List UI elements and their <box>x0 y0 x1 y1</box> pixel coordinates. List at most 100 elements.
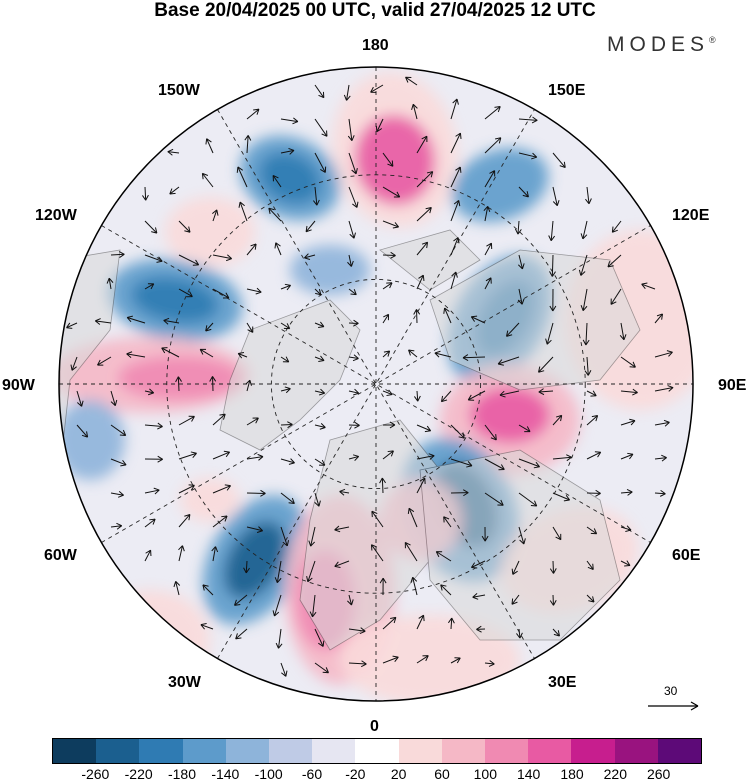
wind-arrow <box>126 351 146 359</box>
wind-arrow <box>450 424 465 439</box>
wind-arrow <box>94 318 112 325</box>
wind-arrow <box>467 390 486 401</box>
wind-arrow <box>280 662 288 677</box>
colorbar-swatch <box>441 739 486 763</box>
colorbar-swatch <box>398 739 442 763</box>
colorbar-tick-label: -60 <box>301 766 323 782</box>
wind-arrow <box>382 350 391 358</box>
wind-arrow <box>552 152 566 169</box>
graticule <box>59 67 693 701</box>
wind-arrow <box>416 614 425 630</box>
lon-label-150e: 150E <box>548 82 586 99</box>
wind-vectors <box>66 76 674 677</box>
wind-arrow <box>234 594 248 606</box>
wind-arrow <box>586 489 601 497</box>
wind-arrow <box>245 379 252 392</box>
wind-arrow <box>620 388 638 396</box>
wind-arrow <box>484 137 502 154</box>
wind-arrow <box>370 544 384 562</box>
wind-arrow <box>314 423 326 430</box>
wind-arrow <box>280 421 293 429</box>
wind-arrow <box>76 390 84 407</box>
lon-label-120e: 120E <box>672 207 710 224</box>
wind-arrow <box>212 484 231 494</box>
wind-arrow <box>447 617 455 630</box>
wind-arrow <box>620 560 631 567</box>
wind-arrow <box>407 507 418 528</box>
wind-arrow <box>610 288 622 305</box>
lon-label-180: 180 <box>362 37 389 54</box>
colorbar-tick-label: -220 <box>124 766 153 782</box>
wind-arrow <box>212 450 231 460</box>
wind-arrow <box>237 352 248 359</box>
wind-arrow <box>620 418 636 426</box>
wind-arrow <box>379 577 387 596</box>
wind-arrow <box>348 421 360 429</box>
wind-arrow <box>450 271 458 290</box>
reference-vector <box>648 701 699 711</box>
wind-arrow <box>70 356 78 371</box>
wind-arrow <box>275 628 283 649</box>
wind-arrow <box>348 388 360 396</box>
wind-arrow <box>382 450 394 460</box>
wind-arrow <box>280 147 295 155</box>
wind-arrow <box>178 514 191 528</box>
wind-arrow <box>413 309 421 324</box>
wind-arrow <box>382 389 393 397</box>
wind-arrow <box>371 510 384 528</box>
wind-arrow <box>416 171 434 188</box>
wind-arrow <box>434 350 452 358</box>
wind-arrow <box>304 253 316 260</box>
wind-arrow <box>314 628 325 647</box>
wind-arrow <box>471 560 486 569</box>
colorbar-swatch <box>269 739 313 763</box>
wind-arrow <box>274 560 282 584</box>
wind-arrow <box>382 152 394 167</box>
wind-arrow <box>348 627 366 635</box>
colorbar-swatch <box>53 739 97 763</box>
lon-label-60e: 60E <box>672 547 701 564</box>
wind-arrow <box>484 458 505 471</box>
wind-arrow <box>518 492 538 507</box>
wind-arrow <box>586 451 602 460</box>
wind-arrow <box>280 117 299 125</box>
wind-arrow <box>144 422 163 430</box>
wind-arrow <box>205 322 214 332</box>
land-masses <box>59 229 641 651</box>
wind-arrow <box>314 118 328 137</box>
map-boundary <box>58 66 694 702</box>
wind-arrow <box>347 594 354 606</box>
wind-arrow <box>280 492 295 504</box>
wind-arrow <box>607 254 622 268</box>
wind-arrow <box>552 454 572 462</box>
colorbar-tick-label: 220 <box>603 766 628 782</box>
wind-arrow <box>548 220 556 242</box>
wind-arrow <box>654 419 670 427</box>
wind-arrow <box>620 356 636 368</box>
colorbar-tick-label: 20 <box>390 766 407 782</box>
wind-arrow <box>586 526 598 535</box>
lon-label-120w: 120W <box>35 207 77 224</box>
wind-arrow <box>314 355 325 363</box>
wind-arrow <box>236 166 248 188</box>
wind-arrow <box>484 277 492 290</box>
modes-logo: MODES® <box>607 33 716 57</box>
wind-arrow <box>619 322 627 341</box>
brand-name: MODES <box>607 33 710 56</box>
wind-arrow <box>314 388 326 396</box>
wind-arrow <box>178 451 197 460</box>
wind-arrow <box>408 349 418 358</box>
wind-arrow <box>552 526 562 541</box>
wind-arrow <box>66 322 78 329</box>
wind-arrow <box>142 186 149 201</box>
wind-arrow <box>97 356 112 366</box>
wind-arrow <box>450 458 473 468</box>
wind-arrow <box>201 172 214 188</box>
colorbar-swatch <box>225 739 270 763</box>
wind-arrow <box>586 560 594 571</box>
wind-arrow <box>582 322 590 346</box>
colorbar-swatch <box>485 739 529 763</box>
wind-arrow <box>308 526 316 547</box>
wind-arrow <box>538 356 554 373</box>
wind-arrow <box>549 254 556 277</box>
